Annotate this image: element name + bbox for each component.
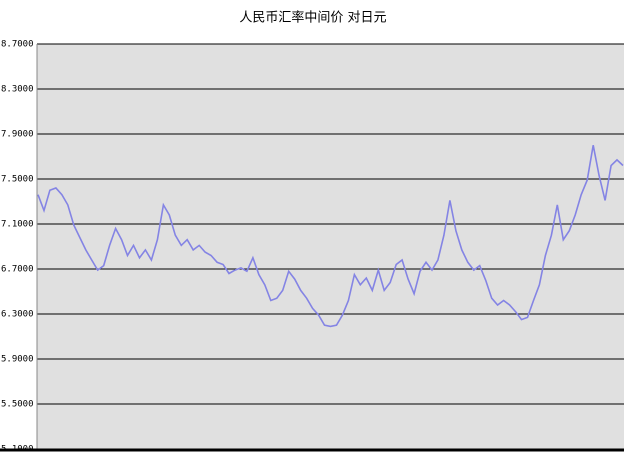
y-tick-label: 6.3000 <box>1 310 34 320</box>
line-series <box>37 145 624 328</box>
y-tick-label: 8.3000 <box>1 85 34 95</box>
y-tick-label: 5.1000 <box>1 445 34 452</box>
chart-title: 人民币汇率中间价 对日元 <box>239 10 386 26</box>
y-tick-label: 5.9000 <box>1 355 34 365</box>
y-tick-label: 7.9000 <box>1 130 34 140</box>
y-tick-label: 8.7000 <box>1 40 34 50</box>
plot-area <box>37 44 624 449</box>
y-tick-label: 6.7000 <box>1 265 34 275</box>
y-tick-label: 7.1000 <box>1 220 34 230</box>
y-tick-label: 7.5000 <box>1 175 34 185</box>
y-tick-label: 5.5000 <box>1 400 34 410</box>
